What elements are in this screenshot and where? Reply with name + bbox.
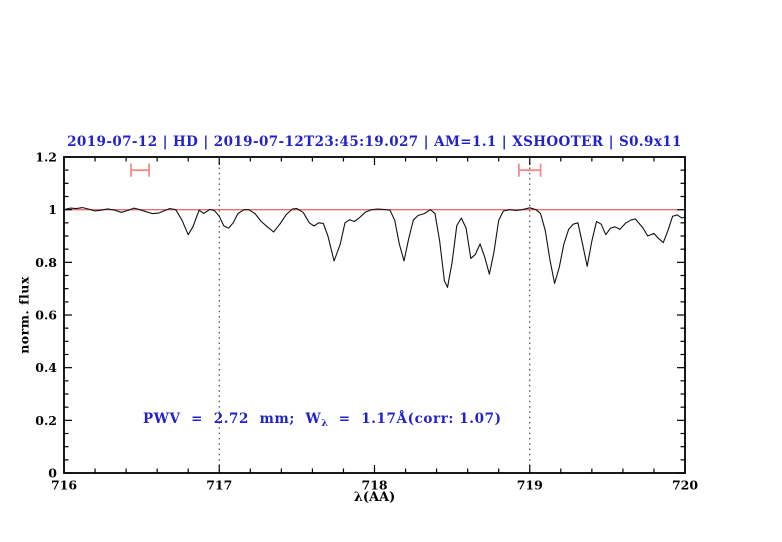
band-marker xyxy=(517,163,542,177)
y-tick-label: 0.4 xyxy=(35,360,57,375)
x-tick-label: 719 xyxy=(517,478,543,493)
x-tick-label: 720 xyxy=(672,478,698,493)
y-tick-label: 1.2 xyxy=(35,150,57,165)
annotation-prefix: PWV = 2.72 mm; W xyxy=(143,411,322,427)
y-tick-label: 0 xyxy=(48,466,57,481)
annotation-suffix: = 1.17Å(corr: 1.07) xyxy=(328,411,502,427)
spectrum-line xyxy=(63,207,686,288)
x-tick-label: 717 xyxy=(206,478,232,493)
y-tick-label: 0.2 xyxy=(35,413,57,428)
plot-title: 2019-07-12 | HD | 2019-07-12T23:45:19.02… xyxy=(67,134,682,150)
x-axis-label: λ(AA) xyxy=(353,490,396,505)
x-tick-label: 718 xyxy=(361,478,387,493)
annotation-subscript: λ xyxy=(321,417,329,429)
y-tick-label: 0.6 xyxy=(35,308,57,323)
y-tick-label: 1 xyxy=(48,202,57,217)
y-tick-label: 0.8 xyxy=(35,255,57,270)
plot-frame xyxy=(63,156,686,474)
band-marker xyxy=(130,163,150,177)
x-tick-label: 716 xyxy=(51,478,77,493)
pwv-annotation: PWV = 2.72 mm; Wλ = 1.17Å(corr: 1.07) xyxy=(143,411,502,429)
